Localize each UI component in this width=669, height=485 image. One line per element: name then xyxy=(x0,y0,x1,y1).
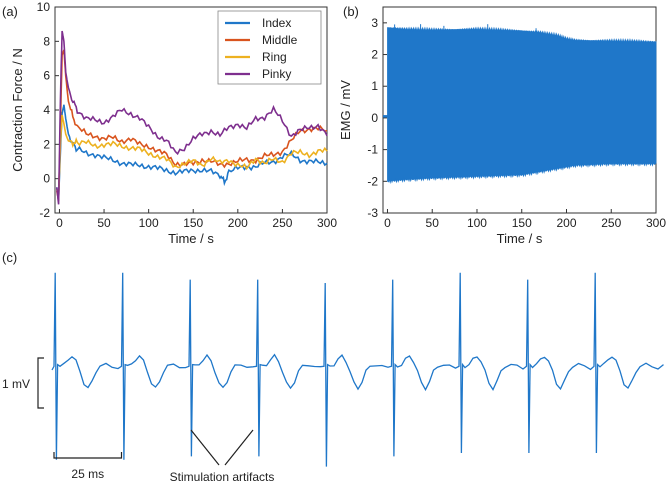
panel-b-x-tick-label-300: 300 xyxy=(646,216,666,230)
annotation-pointer-left xyxy=(190,429,220,466)
panel-a-x-tick-label-250: 250 xyxy=(272,216,292,230)
panel-a-force-chart: (a) 0 50 100 150 200 250 300 -2 0 2 4 6 8 10 Time / s… xyxy=(2,0,337,246)
legend-label-index: Index xyxy=(262,16,291,30)
panel-a-y-tick-label-2: 2 xyxy=(43,137,50,151)
panel-c-waveform xyxy=(51,272,664,467)
legend-label-middle: Middle xyxy=(262,33,298,47)
panel-a-y-tick-label-8: 8 xyxy=(43,34,50,48)
panel-b-x-tick-label-0: 0 xyxy=(384,216,391,230)
panel-b-ticks: 0 50 100 150 200 250 300 -3 -2 -1 0 1 2 3 xyxy=(367,16,666,230)
annotation-pointer-right xyxy=(224,429,254,466)
legend-label-pinky: Pinky xyxy=(262,67,291,81)
stimulation-annotation: Stimulation artifacts xyxy=(170,429,275,484)
stimulation-artifacts-label: Stimulation artifacts xyxy=(170,470,275,484)
panel-a-label: (a) xyxy=(2,4,18,19)
panel-b-y-tick-label-0: 0 xyxy=(371,111,378,125)
panel-b-x-tick-label-200: 200 xyxy=(556,216,576,230)
panel-a-x-tick-label-0: 0 xyxy=(56,216,63,230)
panel-a-x-tick-label-150: 150 xyxy=(183,216,203,230)
series-line-pinky xyxy=(56,30,328,205)
voltage-scalebar-label: 1 mV xyxy=(2,377,30,391)
series-line-middle xyxy=(56,49,328,202)
series-line-index xyxy=(56,104,328,200)
panel-b-y-tick-label--2: -2 xyxy=(367,174,378,188)
panel-b-y-tick-label--1: -1 xyxy=(367,143,378,157)
panel-b-x-axis-title: Time / s xyxy=(497,231,543,246)
time-scalebar: 25 ms xyxy=(53,452,123,481)
panel-a-x-axis-title: Time / s xyxy=(168,231,214,246)
time-scalebar-bracket xyxy=(53,452,123,459)
panel-b-y-tick-label-2: 2 xyxy=(371,48,378,62)
panel-b-x-tick-label-250: 250 xyxy=(601,216,621,230)
panel-b-y-tick-label--3: -3 xyxy=(367,206,378,220)
panel-a-y-axis-title: Contraction Force / N xyxy=(10,48,25,172)
time-scalebar-label: 25 ms xyxy=(71,467,104,481)
panel-c-emg-trace: (c) 1 mV 25 ms Stimulation artifacts xyxy=(2,250,664,484)
panel-a-ticks: 0 50 100 150 200 250 300 -2 0 2 4 6 8 10 xyxy=(37,0,338,230)
panel-b-y-tick-label-1: 1 xyxy=(371,79,378,93)
legend-label-ring: Ring xyxy=(262,50,287,64)
panel-a-x-tick-label-50: 50 xyxy=(97,216,111,230)
panel-a-y-tick-label-4: 4 xyxy=(43,103,50,117)
panel-b-x-tick-label-150: 150 xyxy=(512,216,532,230)
voltage-scalebar: 1 mV xyxy=(2,357,44,409)
voltage-scalebar-bracket xyxy=(37,357,44,409)
panel-a-legend: Index Middle Ring Pinky xyxy=(217,10,322,85)
panel-a-series-lines xyxy=(56,30,328,205)
panel-a-x-tick-label-100: 100 xyxy=(139,216,159,230)
panel-a-y-tick-label-6: 6 xyxy=(43,69,50,83)
panel-b-x-tick-label-100: 100 xyxy=(467,216,487,230)
emg-envelope-band xyxy=(387,26,657,184)
panel-c-label: (c) xyxy=(2,250,17,265)
series-line-ring xyxy=(56,114,328,197)
panel-a-y-tick-label-0: 0 xyxy=(43,172,50,186)
panel-b-y-tick-label-3: 3 xyxy=(371,16,378,30)
panel-a-y-tick-label-10: 10 xyxy=(37,0,51,14)
panel-b-y-axis-title: EMG / mV xyxy=(338,80,353,140)
panel-b-emg-chart: (b) 0 50 100 150 200 250 300 -3 -2 -1 0 1 2 3 Time / … xyxy=(338,4,666,246)
panel-a-y-tick-label--2: -2 xyxy=(39,206,50,220)
panel-a-x-tick-label-200: 200 xyxy=(228,216,248,230)
panel-b-label: (b) xyxy=(343,4,359,19)
panel-a-x-tick-label-300: 300 xyxy=(317,216,337,230)
panel-b-emg-signal xyxy=(383,24,657,184)
panel-b-x-tick-label-50: 50 xyxy=(426,216,440,230)
